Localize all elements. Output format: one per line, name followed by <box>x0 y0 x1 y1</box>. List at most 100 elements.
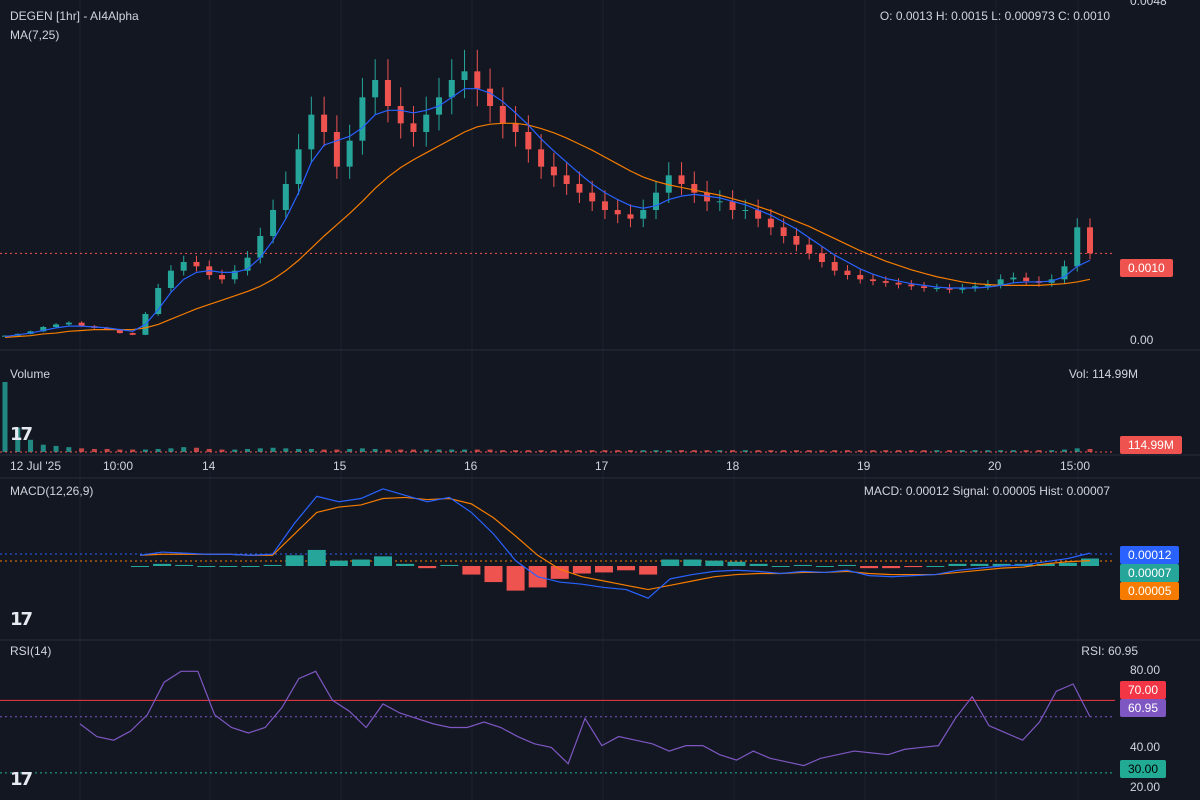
volume-bar <box>819 450 825 452</box>
candle-body <box>295 149 302 184</box>
candle-body <box>372 80 379 98</box>
volume-bar <box>449 449 455 452</box>
candle-body <box>1061 266 1068 280</box>
macd-hist-bar <box>418 566 437 569</box>
volume-bar <box>500 450 506 452</box>
macd-hist-bar <box>374 556 393 566</box>
candle-body <box>946 288 953 290</box>
candle-body <box>704 192 711 202</box>
candle-body <box>423 114 430 132</box>
macd-hist-bar <box>705 560 724 566</box>
candle-body <box>346 140 353 167</box>
macd-hist-bar <box>396 563 415 566</box>
volume-bar <box>691 450 697 452</box>
macd-readout: MACD: 0.00012 Signal: 0.00005 Hist: 0.00… <box>863 484 1110 498</box>
candle-body <box>359 97 366 141</box>
time-label-9: 15:00 <box>1060 459 1091 473</box>
volume-bar <box>270 447 276 452</box>
candle-body <box>308 114 315 150</box>
volume-bar <box>104 448 110 452</box>
candle-body <box>640 210 647 219</box>
volume-bar <box>589 450 595 452</box>
candle-body <box>857 275 864 280</box>
macd-hist-bar <box>594 566 613 573</box>
candle-body <box>129 333 136 335</box>
candle-body <box>755 210 762 219</box>
volume-bar <box>117 449 123 452</box>
volume-bar <box>640 450 646 452</box>
macd-label: MACD(12,26,9) <box>10 484 94 498</box>
candle-body <box>270 210 277 236</box>
candle-body <box>627 214 634 219</box>
candle-body <box>499 106 506 124</box>
volume-bar <box>525 450 531 452</box>
candle-body <box>40 327 47 332</box>
candle-body <box>972 286 979 288</box>
volume-bar <box>53 445 59 452</box>
candle-body <box>563 175 570 184</box>
volume-bar <box>308 448 314 452</box>
candle-body <box>895 282 902 285</box>
volume-bar <box>91 448 97 452</box>
macd-tag: 0.00012 <box>1120 546 1180 564</box>
candle-body <box>512 123 519 132</box>
macd-hist-bar <box>749 563 768 566</box>
macd-hist-bar <box>1036 563 1055 566</box>
volume-bar <box>232 449 238 452</box>
rsi-tick-40: 40.00 <box>1130 740 1161 754</box>
rsi-value-tag: 60.95 <box>1120 699 1167 717</box>
volume-bar <box>474 449 480 452</box>
volume-bar <box>1023 450 1029 452</box>
candle-body <box>78 322 85 327</box>
volume-label: Volume <box>10 367 51 381</box>
candle-body <box>882 281 889 283</box>
volume-bar <box>717 450 723 452</box>
volume-bar <box>257 448 263 452</box>
candle-body <box>844 270 851 275</box>
volume-bar <box>398 449 404 452</box>
volume-bar <box>972 450 978 452</box>
time-label-3: 15 <box>333 459 347 473</box>
tradingview-logo-icon: 17 <box>10 769 33 790</box>
candle-body <box>231 270 238 280</box>
candle-body <box>116 329 123 334</box>
candle-body <box>691 184 698 193</box>
macd-hist-bar <box>462 566 481 575</box>
rsi-readout: RSI: 60.95 <box>1081 644 1138 658</box>
volume-bar <box>168 448 174 452</box>
macd-hist-bar <box>860 566 879 569</box>
macd-hist-bar <box>727 561 746 566</box>
candle-body <box>333 132 340 167</box>
volume-bar <box>908 450 914 452</box>
tradingview-logo-icon: 17 <box>10 609 33 630</box>
macd-hist-bar <box>771 566 790 567</box>
macd-hist-bar <box>307 549 326 566</box>
candle-body <box>678 175 685 184</box>
candle-body <box>818 253 825 262</box>
time-label-6: 18 <box>726 459 740 473</box>
volume-bar <box>1036 450 1042 452</box>
candle-body <box>397 106 404 124</box>
macd-line <box>139 488 1091 599</box>
volume-bar <box>513 450 519 452</box>
candle-body <box>997 279 1004 285</box>
ohlc-readout: O: 0.0013 H: 0.0015 L: 0.000973 C: 0.001… <box>879 9 1110 23</box>
macd-hist-bar <box>948 563 967 566</box>
volume-bar <box>704 450 710 452</box>
candle-body <box>870 279 876 282</box>
rsi-upper-tag: 70.00 <box>1120 681 1167 699</box>
time-label-4: 16 <box>464 459 478 473</box>
candle-body <box>244 257 251 271</box>
volume-bar <box>40 444 46 452</box>
time-label-7: 19 <box>857 459 871 473</box>
volume-bar <box>755 450 761 452</box>
macd-hist-bar <box>926 566 945 567</box>
macd-hist-bar <box>219 566 238 567</box>
volume-bar <box>959 450 965 452</box>
volume-bar <box>857 450 863 452</box>
macd-hist-bar <box>1081 558 1099 566</box>
volume-bar <box>883 450 889 452</box>
candle-body <box>487 88 494 106</box>
volume-bar <box>576 450 582 452</box>
